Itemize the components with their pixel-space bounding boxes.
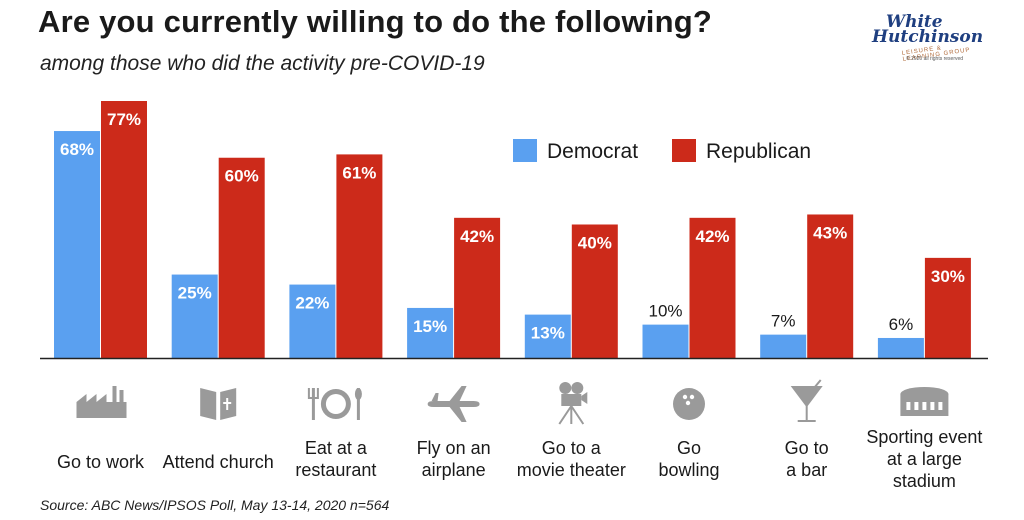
category-label-line: at a large <box>886 449 962 469</box>
logo-line-2: Hutchinson <box>872 27 984 47</box>
democrat-bar-3 <box>407 307 454 358</box>
republican-bar-5 <box>689 217 736 358</box>
republican-label-7: 30% <box>931 267 965 286</box>
category-label-line: Eat at a <box>304 438 367 458</box>
category-label-0: Go to work <box>41 451 161 473</box>
airplane-icon <box>427 386 480 422</box>
legend-label-democrat: Democrat <box>547 140 638 163</box>
category-label-line: airplane <box>421 460 486 480</box>
democrat-bar-4 <box>524 314 571 358</box>
category-label-line: Go to work <box>56 452 145 472</box>
category-label-5: Go bowling <box>629 437 749 481</box>
republican-label-6: 43% <box>813 223 847 242</box>
republican-label-2: 61% <box>342 163 376 182</box>
democrat-label-0: 68% <box>60 140 94 159</box>
category-label-6: Go to a bar <box>747 437 867 481</box>
category-label-line: Go to a <box>541 438 601 458</box>
republican-bar-4 <box>571 224 618 358</box>
legend-label-republican: Republican <box>706 140 811 163</box>
plate-icon <box>307 388 362 420</box>
logo-copyright: © 2020 all rights reserved <box>906 56 964 62</box>
cocktail-icon <box>790 379 823 422</box>
republican-label-4: 40% <box>578 233 612 252</box>
republican-label-3: 42% <box>460 227 494 246</box>
category-label-1: Attend church <box>158 451 278 473</box>
republican-bar-2 <box>336 154 383 358</box>
bowling-ball-icon <box>673 388 705 420</box>
democrat-bar-6 <box>760 334 807 358</box>
category-label-line: a bar <box>786 460 828 480</box>
factory-icon <box>76 386 127 418</box>
category-label-line: stadium <box>892 471 956 491</box>
movie-camera-icon <box>558 382 588 425</box>
democrat-label-7: 6% <box>889 315 914 334</box>
category-label-line: Fly on an <box>416 438 491 458</box>
chart-title: Are you currently willing to do the foll… <box>38 4 712 39</box>
democrat-bar-5 <box>642 324 689 358</box>
category-label-7: Sporting event at a large stadium <box>864 426 984 492</box>
republican-bar-1 <box>218 157 265 358</box>
democrat-label-3: 15% <box>413 317 447 336</box>
democrat-bar-0 <box>54 131 100 358</box>
stadium-icon <box>900 387 949 416</box>
republican-bar-7 <box>924 257 971 358</box>
bible-icon <box>200 388 237 420</box>
category-label-line: Go <box>676 438 701 458</box>
category-label-line: Sporting event <box>866 427 983 447</box>
republican-bar-3 <box>454 217 501 358</box>
category-label-2: Eat at a restaurant <box>276 437 396 481</box>
legend-swatch-republican <box>672 139 696 162</box>
category-label-4: Go to a movie theater <box>511 437 631 481</box>
democrat-label-1: 25% <box>178 284 212 303</box>
democrat-bar-7 <box>877 337 924 358</box>
republican-bar-6 <box>807 214 854 358</box>
democrat-label-5: 10% <box>648 302 682 321</box>
republican-label-0: 77% <box>107 110 141 129</box>
democrat-bar-2 <box>289 284 336 358</box>
logo-line-1: White <box>886 12 943 32</box>
democrat-label-6: 7% <box>771 312 796 331</box>
white-hutchinson-logo: White Hutchinson LEISURE & LEARNING GROU… <box>862 12 983 72</box>
chart-subtitle: among those who did the activity pre-COV… <box>40 52 485 75</box>
republican-label-5: 42% <box>695 227 729 246</box>
legend-swatch-democrat <box>513 139 537 162</box>
category-label-line: Attend church <box>162 452 274 472</box>
category-label-line: Go to <box>784 438 829 458</box>
democrat-bar-1 <box>171 274 218 358</box>
republican-bar-0 <box>101 101 147 358</box>
category-label-line: bowling <box>658 460 720 480</box>
category-label-line: movie theater <box>516 460 626 480</box>
category-label-line: restaurant <box>295 460 377 480</box>
democrat-label-4: 13% <box>531 324 565 343</box>
democrat-label-2: 22% <box>295 294 329 313</box>
category-label-3: Fly on an airplane <box>394 437 514 481</box>
republican-label-1: 60% <box>225 167 259 186</box>
source-note: Source: ABC News/IPSOS Poll, May 13-14, … <box>40 497 390 513</box>
